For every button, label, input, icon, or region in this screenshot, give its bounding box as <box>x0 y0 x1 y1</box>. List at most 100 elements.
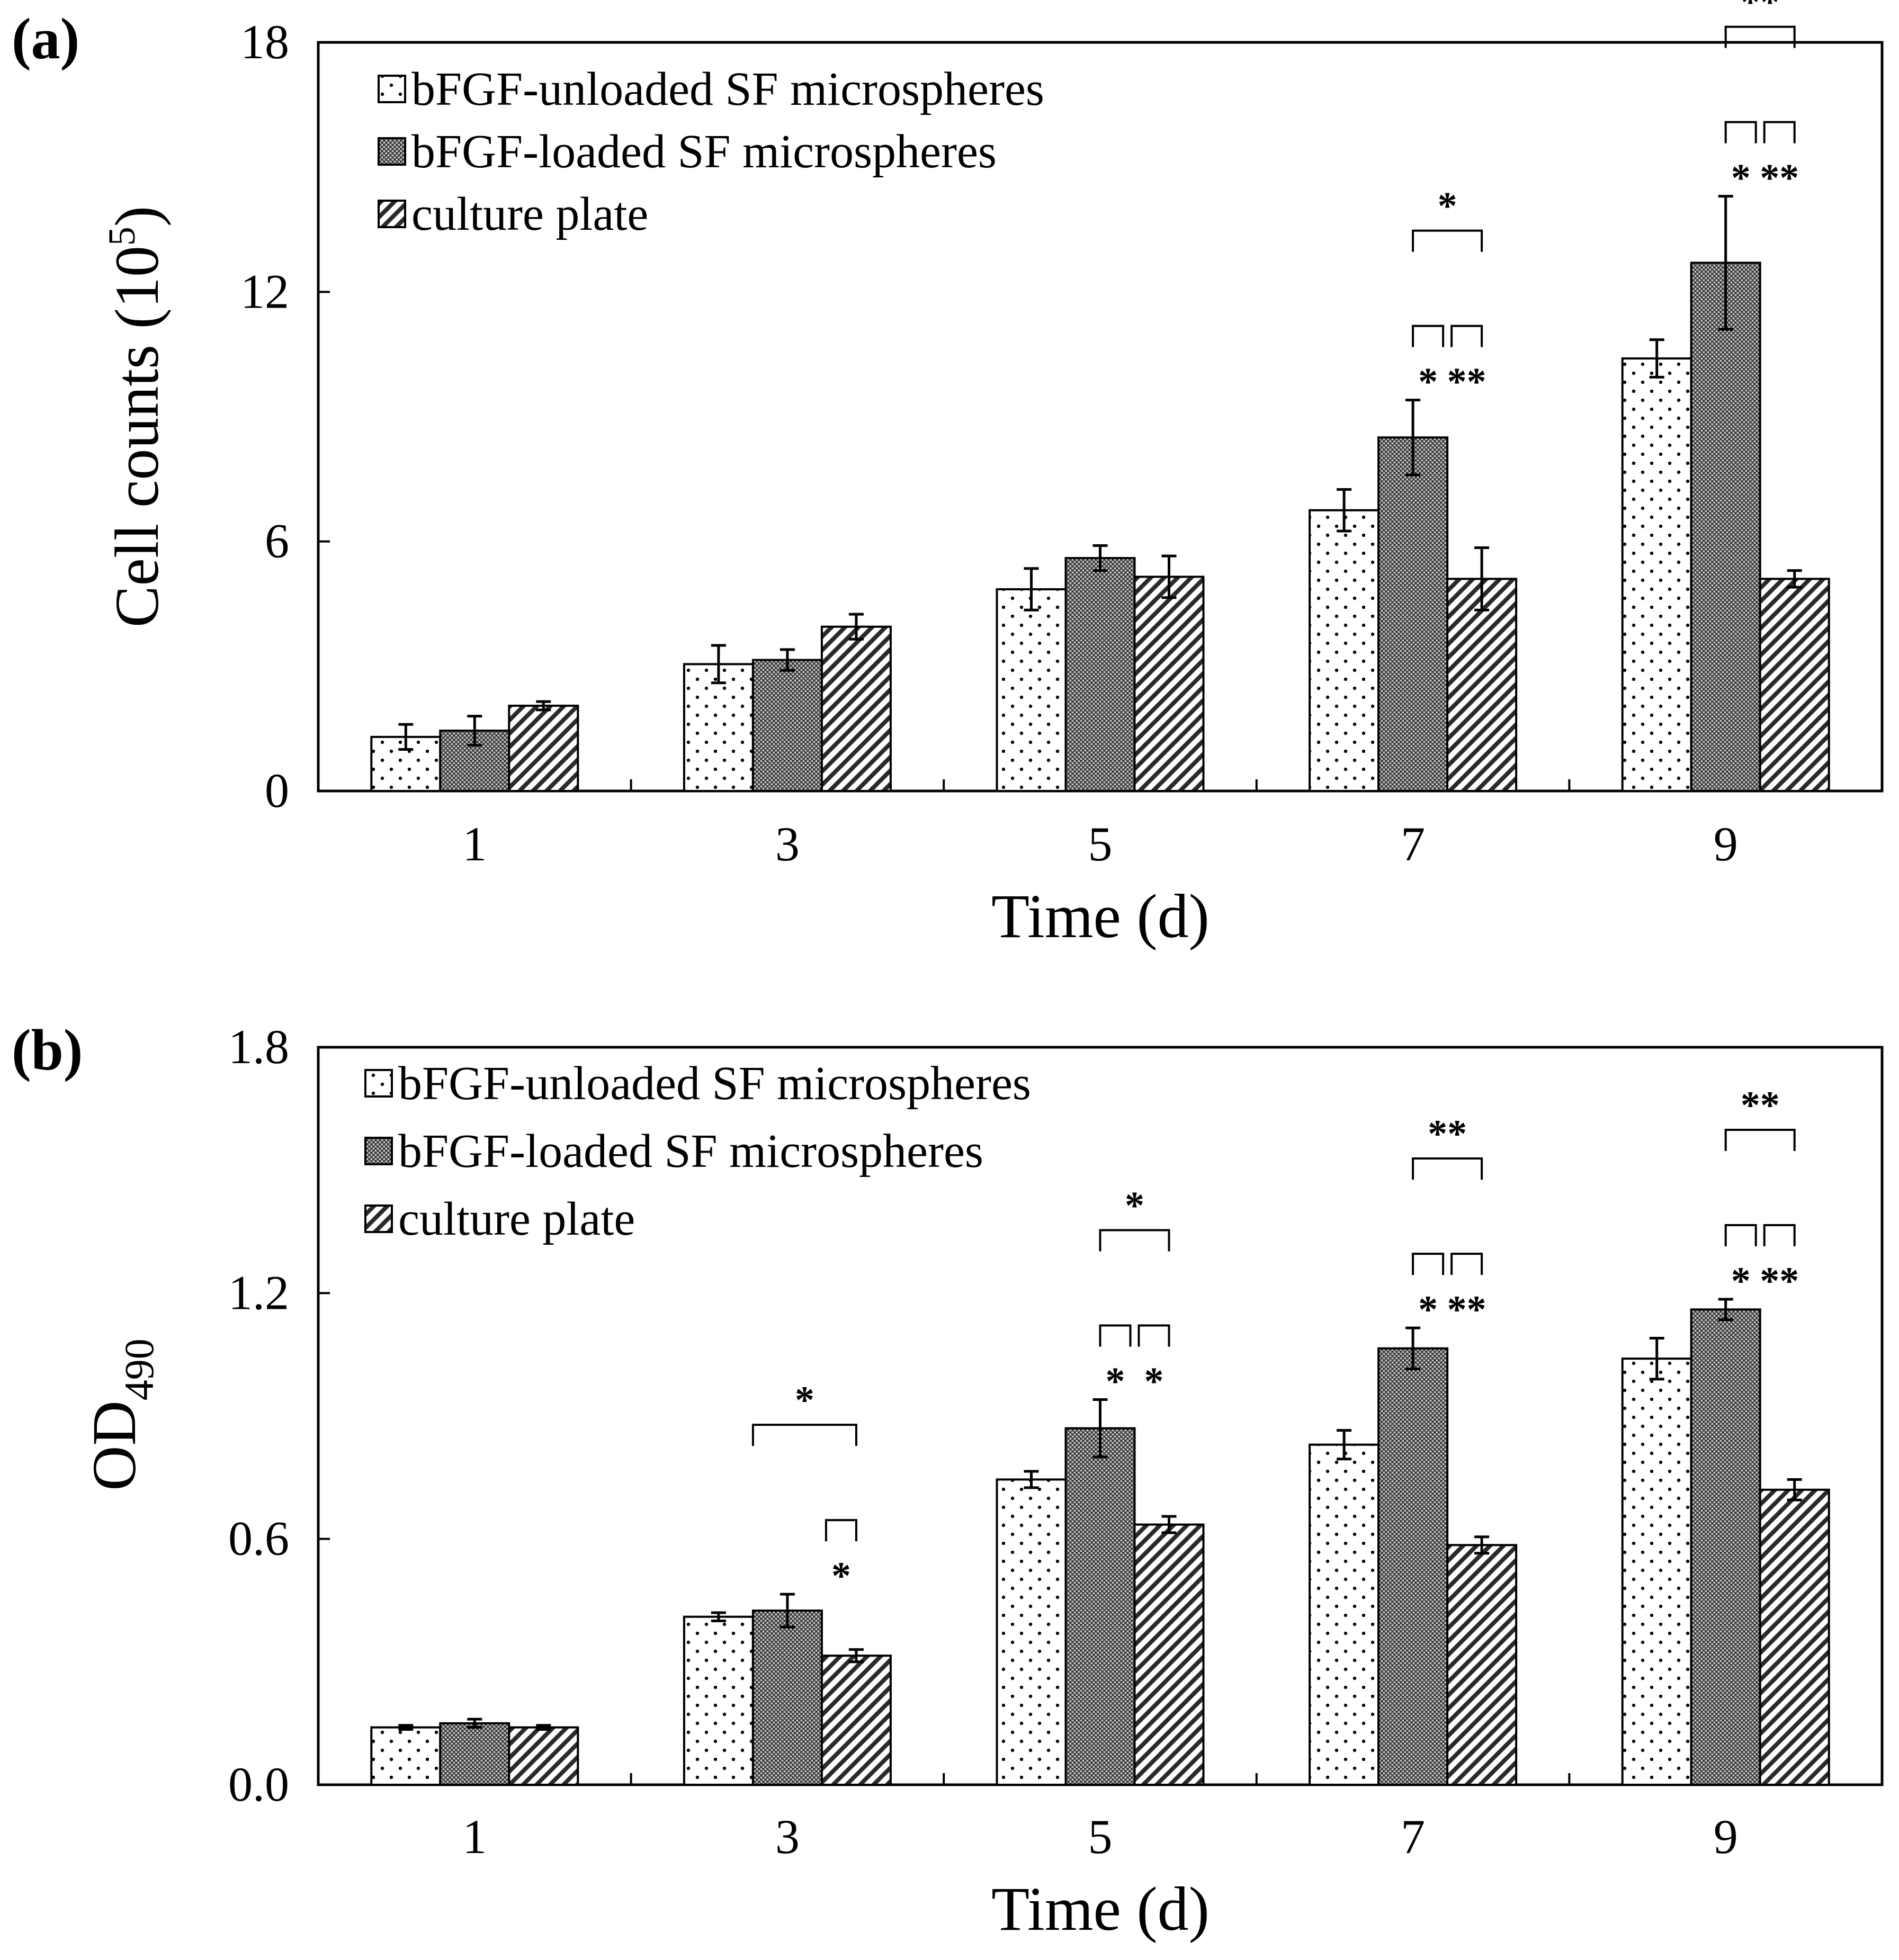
panel-a-errorbar-culture-plate-day-3 <box>848 613 864 641</box>
panel-b-legend-swatch <box>364 1137 393 1165</box>
panel-b-legend-label: culture plate <box>398 1193 635 1245</box>
panel-a-y-tick-label: 18 <box>240 15 289 69</box>
panel-a-errorbar-culture-plate-day-7 <box>1474 546 1490 612</box>
panel-b-legend-swatch <box>364 1204 393 1233</box>
panel-a-bar-bfgf-loaded-sf-microspheres-day-5 <box>1064 557 1136 792</box>
panel-a-errorbar-bfgf-loaded-sf-microspheres-day-5 <box>1092 544 1108 572</box>
panel-b-label: (b) <box>12 1018 83 1082</box>
panel-a-errorbar-bfgf-unloaded-sf-microspheres-day-1 <box>398 723 414 751</box>
panel-b-bar-bfgf-loaded-sf-microspheres-day-7 <box>1377 1347 1449 1786</box>
panel-b-significance-label: * <box>1106 1360 1125 1404</box>
panel-a-significance-bracket: * <box>1412 325 1445 404</box>
panel-a-bar-culture-plate-day-1 <box>508 704 579 792</box>
panel-a-legend-swatch <box>378 75 406 103</box>
panel-a-y-axis: 0 6 12 18 <box>240 15 330 817</box>
panel-b-y-tick-label: 0.0 <box>228 1757 289 1811</box>
panel-a-significance-bracket: * <box>1412 185 1483 252</box>
panel-b-bar-culture-plate-day-1 <box>508 1726 579 1786</box>
panel-a-significance-label: ** <box>1760 157 1799 200</box>
panel-b-legend-item-bfgf-unloaded-sf-microspheres: bFGF-unloaded SF microspheres <box>364 1057 1031 1110</box>
panel-b-y-axis: 0.0 0.6 1.2 1.8 <box>228 1020 330 1811</box>
panel-a-bar-bfgf-unloaded-sf-microspheres-day-7 <box>1309 509 1380 792</box>
panel-a-y-title-main: Cell counts (10 <box>102 246 172 627</box>
panel-a-bar-bfgf-loaded-sf-microspheres-day-7 <box>1377 436 1449 792</box>
panel-a-x-tick-label: 9 <box>1714 817 1738 871</box>
panel-a-bars <box>370 262 1830 793</box>
panel-b-x-title: Time (d) <box>991 1874 1210 1944</box>
panel-a-errorbar-bfgf-loaded-sf-microspheres-day-7 <box>1405 399 1421 476</box>
panel-b-significance-bracket: * <box>1099 1184 1170 1252</box>
panel-b-bar-bfgf-unloaded-sf-microspheres-day-7 <box>1309 1443 1380 1786</box>
panel-b-significance-bracket: ** <box>1447 1253 1486 1332</box>
panel-b-errorbar-bfgf-loaded-sf-microspheres-day-5 <box>1092 1398 1108 1459</box>
panel-a-x-title: Time (d) <box>991 882 1210 951</box>
panel-b-significance: **** **** ***** ** <box>751 1084 1799 1598</box>
panel-a-legend-label: bFGF-unloaded SF microspheres <box>411 63 1044 115</box>
panel-b-x-tick-label: 1 <box>462 1810 487 1864</box>
panel-a-bar-bfgf-unloaded-sf-microspheres-day-3 <box>683 663 754 792</box>
panel-a-significance-bracket: ** <box>1760 121 1799 200</box>
panel-a-significance: ** ***** ** <box>1412 0 1799 404</box>
panel-a-errorbar-bfgf-unloaded-sf-microspheres-day-3 <box>711 644 726 685</box>
panel-a-errorbar-bfgf-loaded-sf-microspheres-day-1 <box>467 715 482 747</box>
panel-b-legend-label: bFGF-loaded SF microspheres <box>398 1125 983 1177</box>
panel-a-significance-label: * <box>1418 361 1438 404</box>
panel-b-bar-bfgf-loaded-sf-microspheres-day-9 <box>1690 1308 1761 1786</box>
panel-b-significance-label: * <box>831 1554 851 1598</box>
panel-a-errorbar-bfgf-unloaded-sf-microspheres-day-7 <box>1337 488 1352 533</box>
panel-b-y-title: OD490 <box>79 1338 162 1490</box>
panel-a-legend-swatch <box>378 200 406 228</box>
panel-a-bar-bfgf-loaded-sf-microspheres-day-3 <box>751 659 823 793</box>
panel-b-significance-bracket: ** <box>1724 1084 1796 1151</box>
panel-a-errorbar-bfgf-loaded-sf-microspheres-day-9 <box>1718 195 1733 331</box>
panel-b-significance-label: ** <box>1741 1084 1780 1127</box>
panel-a-significance-label: * <box>1438 185 1457 228</box>
panel-b-errorbar-bfgf-unloaded-sf-microspheres-day-9 <box>1649 1336 1664 1381</box>
panel-a-errorbar-bfgf-unloaded-sf-microspheres-day-5 <box>1024 567 1039 612</box>
panel-b-errorbar-bfgf-loaded-sf-microspheres-day-9 <box>1718 1298 1733 1321</box>
panel-a-legend-item-culture-plate: culture plate <box>378 188 648 240</box>
panel-a-y-title-tail: ) <box>102 206 172 227</box>
panel-b-bar-culture-plate-day-9 <box>1759 1488 1830 1786</box>
panel-a-y-title-sup: 5 <box>101 227 143 246</box>
panel-a-significance-label: * <box>1731 157 1751 200</box>
panel-b-x-axis: 1 3 5 7 9 <box>462 1773 1738 1864</box>
panel-b-errorbar-bfgf-loaded-sf-microspheres-day-7 <box>1405 1326 1421 1371</box>
panel-a-x-axis: 1 3 5 7 9 <box>462 779 1738 871</box>
panel-b-errorbar-culture-plate-day-7 <box>1474 1535 1490 1555</box>
panel-a-bar-culture-plate-day-7 <box>1446 578 1518 793</box>
panel-b-bar-bfgf-unloaded-sf-microspheres-day-3 <box>683 1615 754 1786</box>
panel-a-significance-bracket: ** <box>1447 325 1486 404</box>
panel-b-bar-bfgf-loaded-sf-microspheres-day-5 <box>1064 1427 1136 1786</box>
panel-a-bar-bfgf-unloaded-sf-microspheres-day-9 <box>1621 357 1692 792</box>
panel-a-x-tick-label: 1 <box>462 817 487 871</box>
panel-b-errorbar-culture-plate-day-1 <box>536 1724 551 1731</box>
panel-b-bar-bfgf-loaded-sf-microspheres-day-3 <box>751 1610 823 1786</box>
panel-b-bars <box>370 1308 1830 1786</box>
panel-a-bar-bfgf-unloaded-sf-microspheres-day-5 <box>996 588 1067 793</box>
panel-a-bar-bfgf-loaded-sf-microspheres-day-9 <box>1690 262 1761 793</box>
panel-b-errorbar-bfgf-loaded-sf-microspheres-day-3 <box>780 1593 795 1629</box>
panel-b-bar-bfgf-unloaded-sf-microspheres-day-9 <box>1621 1357 1692 1786</box>
panel-b-significance-bracket: * <box>751 1379 857 1446</box>
panel-a-errorbar-bfgf-unloaded-sf-microspheres-day-9 <box>1649 338 1664 379</box>
panel-a-bar-culture-plate-day-5 <box>1133 576 1205 792</box>
panel-b-significance-bracket: * <box>825 1519 857 1598</box>
panel-b-legend-item-culture-plate: culture plate <box>364 1193 635 1245</box>
panel-a-significance-bracket: ** <box>1724 0 1796 48</box>
panel-b-significance-bracket: * <box>1724 1224 1757 1303</box>
panel-b-significance-label: * <box>1125 1184 1144 1228</box>
panel-b-errorbar-bfgf-loaded-sf-microspheres-day-1 <box>467 1718 482 1729</box>
panel-b-bar-culture-plate-day-7 <box>1446 1544 1518 1786</box>
panel-a-errorbar-culture-plate-day-5 <box>1161 554 1177 599</box>
panel-a-bar-culture-plate-day-9 <box>1759 578 1830 793</box>
panel-b-x-tick-label: 3 <box>775 1810 800 1864</box>
panel-a-errorbar-culture-plate-day-9 <box>1787 569 1802 589</box>
panel-b-y-tick-label: 1.8 <box>228 1020 289 1074</box>
panel-a-errorbar-bfgf-loaded-sf-microspheres-day-3 <box>780 648 795 672</box>
panel-a-y-title: Cell counts (105) <box>101 206 172 627</box>
panel-a-legend-label: bFGF-loaded SF microspheres <box>411 125 997 178</box>
panel-b-significance-bracket: ** <box>1412 1112 1483 1180</box>
panel-a-y-tick-label: 12 <box>240 264 289 318</box>
